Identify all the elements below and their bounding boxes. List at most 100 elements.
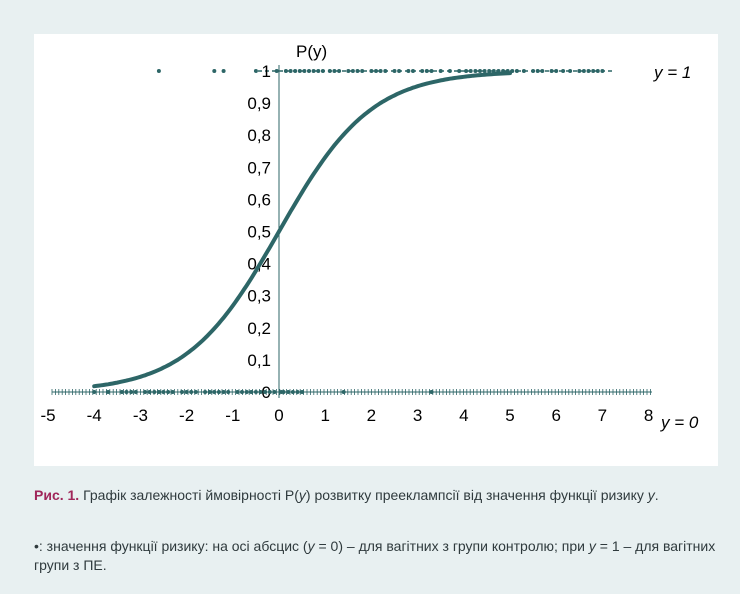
point-y0	[240, 390, 244, 394]
point-y1	[568, 69, 573, 73]
point-y0	[212, 390, 217, 394]
point-y0	[124, 390, 129, 394]
point-y0	[106, 390, 111, 394]
point-y1	[221, 69, 226, 73]
point-y1	[274, 69, 279, 73]
point-y1	[332, 69, 337, 73]
point-y1	[293, 69, 298, 73]
caption-text-1: Графік залежності ймовірності P(	[79, 487, 299, 503]
point-y1	[501, 69, 506, 73]
point-y1	[514, 69, 519, 73]
x-tick-label: -2	[179, 406, 194, 425]
x-tick-label: -4	[87, 406, 102, 425]
point-y1	[561, 69, 566, 73]
point-y1	[392, 69, 397, 73]
point-y0	[221, 390, 226, 394]
y-tick-label: 0,8	[247, 126, 271, 145]
caption-text-2: ) розвитку прееклампсії від значення фун…	[305, 487, 648, 503]
x-tick-label: 3	[413, 406, 422, 425]
point-y1	[496, 69, 501, 73]
x-tick-label: 7	[598, 406, 607, 425]
point-y0	[156, 390, 161, 394]
point-y0	[263, 390, 268, 394]
x-tick-label: 8	[644, 406, 653, 425]
point-y0	[281, 390, 286, 394]
point-y1	[491, 69, 496, 73]
point-y1	[438, 69, 443, 73]
point-y0	[235, 390, 240, 394]
y-tick-label: 0,3	[247, 287, 271, 306]
point-y1	[383, 69, 388, 73]
x-tick-label: 0	[274, 406, 283, 425]
point-y1	[212, 69, 217, 73]
y-tick-label: 0,2	[247, 319, 271, 338]
point-y0	[300, 390, 305, 394]
tick-labels: -5-4-3-2-101234567800,10,20,30,40,50,60,…	[40, 62, 653, 425]
y-tick-label: 0,6	[247, 190, 271, 209]
y-tick-label: 1	[262, 62, 271, 81]
point-y1	[535, 69, 540, 73]
figure-note: •: значення функції ризику: на осі абсци…	[34, 537, 724, 575]
point-y0	[203, 390, 208, 394]
point-y0	[253, 390, 258, 394]
point-y1	[288, 69, 293, 73]
point-y1	[307, 69, 311, 73]
point-y1	[424, 69, 429, 73]
point-y0	[258, 390, 263, 394]
point-y1	[360, 69, 365, 73]
point-y0	[133, 390, 138, 394]
point-y1	[554, 69, 559, 73]
y-tick-label: 0,5	[247, 223, 271, 242]
x-tick-label: -1	[225, 406, 240, 425]
caption-text-3: .	[654, 487, 659, 503]
point-y1	[478, 69, 482, 73]
point-y0	[119, 390, 124, 394]
point-y1	[283, 69, 288, 73]
point-y1	[346, 69, 351, 73]
point-y1	[311, 69, 316, 73]
point-y1	[156, 69, 161, 73]
point-y0	[184, 390, 189, 394]
point-y1	[378, 69, 383, 73]
point-y0	[244, 390, 249, 394]
point-y1	[397, 69, 402, 73]
caption-italic-y: y	[298, 487, 306, 503]
point-y0	[341, 390, 346, 394]
point-y0	[189, 390, 194, 394]
plot-panel: -5-4-3-2-101234567800,10,20,30,40,50,60,…	[34, 34, 718, 466]
point-y0	[152, 390, 157, 394]
note-italic-y-b: y	[588, 538, 596, 554]
x-tick-label: 6	[551, 406, 560, 425]
x-tick-label: 2	[367, 406, 376, 425]
point-y1	[540, 69, 545, 73]
point-y1	[369, 69, 374, 73]
figure-caption: Рис. 1. Графік залежності ймовірності P(…	[34, 486, 724, 505]
point-y1	[350, 69, 355, 73]
point-y1	[316, 69, 321, 73]
point-y1	[581, 69, 586, 73]
point-y1	[586, 69, 591, 73]
point-y1	[549, 69, 554, 73]
logistic-chart: -5-4-3-2-101234567800,10,20,30,40,50,60,…	[40, 42, 698, 432]
point-y1	[595, 69, 600, 73]
point-y1	[253, 69, 258, 73]
curve-layer	[92, 71, 512, 389]
x-tick-label: 1	[320, 406, 329, 425]
point-y0	[129, 390, 134, 394]
figure-label: Рис. 1.	[34, 487, 80, 503]
point-y0	[143, 390, 147, 394]
note-italic-y-a: y	[307, 538, 315, 554]
point-y0	[207, 390, 212, 394]
point-y1	[464, 69, 469, 73]
point-y0	[193, 390, 198, 394]
y-tick-label: 0,1	[247, 351, 271, 370]
point-y1	[591, 69, 596, 73]
point-y0	[226, 390, 231, 394]
x-tick-label: 5	[505, 406, 514, 425]
point-y0	[295, 390, 300, 394]
series-label-y1: y = 1	[653, 63, 691, 82]
point-y0	[161, 390, 166, 394]
point-y0	[272, 390, 277, 394]
point-y1	[510, 69, 515, 73]
